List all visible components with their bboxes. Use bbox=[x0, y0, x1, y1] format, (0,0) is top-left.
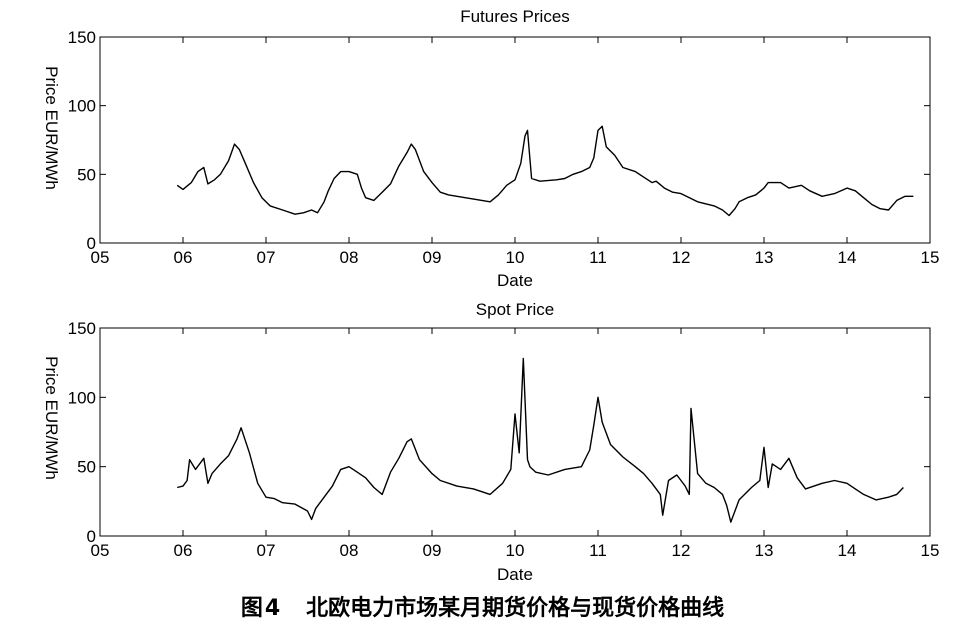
chart-1-x-tick-label: 12 bbox=[672, 541, 691, 560]
chart-1-x-tick-label: 07 bbox=[257, 541, 276, 560]
chart-0-x-tick-label: 14 bbox=[838, 248, 857, 267]
chart-0-y-axis-label: Price EUR/MWh bbox=[42, 66, 61, 190]
chart-1-title: Spot Price bbox=[476, 300, 554, 319]
chart-0-x-axis-label: Date bbox=[497, 271, 533, 290]
chart-0-title: Futures Prices bbox=[460, 7, 570, 26]
chart-0-x-tick-label: 05 bbox=[91, 248, 110, 267]
chart-1-x-tick-label: 08 bbox=[340, 541, 359, 560]
chart-1-series-line-0 bbox=[177, 357, 904, 523]
chart-1-plot-frame bbox=[99, 327, 931, 537]
chart-0-x-tick-label: 08 bbox=[340, 248, 359, 267]
chart-0-x-tick-label: 06 bbox=[174, 248, 193, 267]
futures-prices-chart: 0 50 100 150 05 06 07 08 09 10 11 12 13 14 15 Futures P… bbox=[42, 7, 939, 290]
chart-1-x-tick-label: 05 bbox=[91, 541, 110, 560]
chart-1-y-tick-label: 100 bbox=[68, 388, 96, 407]
chart-0-x-tick-label: 15 bbox=[921, 248, 940, 267]
spot-price-chart: 0 50 100 150 05 06 07 08 09 10 11 12 13 14 15 Spot Pric… bbox=[42, 300, 939, 584]
chart-1-x-tick-label: 06 bbox=[174, 541, 193, 560]
chart-0-y-tick-label: 150 bbox=[68, 28, 96, 47]
chart-1-x-tick-label: 10 bbox=[506, 541, 525, 560]
chart-0-plot-frame bbox=[99, 36, 931, 244]
caption-label: 图 bbox=[240, 596, 263, 621]
chart-1-x-tick-label: 11 bbox=[589, 541, 607, 560]
chart-0-x-tick-label: 10 bbox=[506, 248, 525, 267]
chart-1-y-axis-label: Price EUR/MWh bbox=[42, 356, 61, 480]
chart-1-x-tick-label: 15 bbox=[921, 541, 940, 560]
chart-1-y-tick-label: 150 bbox=[68, 319, 96, 338]
chart-0-y-tick-label: 0 bbox=[87, 234, 96, 253]
chart-1-x-tick-label: 13 bbox=[755, 541, 774, 560]
caption-text: 北欧电力市场某月期货价格与现货价格曲线 bbox=[306, 596, 725, 621]
chart-0-x-tick-label: 09 bbox=[423, 248, 442, 267]
chart-1-y-tick-label: 50 bbox=[77, 458, 96, 477]
chart-1-x-axis-label: Date bbox=[497, 565, 533, 584]
chart-0-x-tick-label: 07 bbox=[257, 248, 276, 267]
chart-1-y-tick-label: 0 bbox=[87, 527, 96, 546]
chart-0-y-tick-label: 100 bbox=[68, 97, 96, 116]
chart-0-x-tick-label: 13 bbox=[755, 248, 774, 267]
chart-0-y-tick-label: 50 bbox=[77, 165, 96, 184]
chart-1-x-tick-label: 09 bbox=[423, 541, 442, 560]
chart-0-x-tick-label: 11 bbox=[589, 248, 607, 267]
chart-1-x-tick-label: 14 bbox=[838, 541, 857, 560]
chart-0-x-tick-label: 12 bbox=[672, 248, 691, 267]
figure-caption: 图4 北欧电力市场某月期货价格与现货价格曲线 bbox=[0, 590, 965, 622]
chart-0-series-line-0 bbox=[176, 125, 914, 217]
caption-number: 4 bbox=[264, 596, 281, 621]
